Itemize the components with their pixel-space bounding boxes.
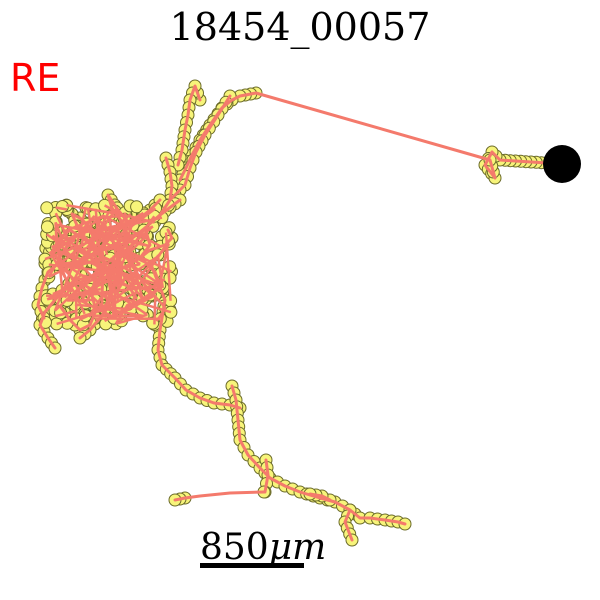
- trace-line: [96, 211, 145, 241]
- trace-line: [108, 288, 149, 316]
- trace-line: [95, 233, 149, 248]
- trace-line: [263, 458, 270, 494]
- scale-bar-label: 850μm: [200, 528, 326, 568]
- trace-line: [56, 260, 79, 266]
- trace-line: [153, 295, 157, 325]
- figure-title: 18454_00057: [169, 5, 431, 49]
- trace-line: [158, 156, 174, 217]
- trace-line: [44, 237, 98, 261]
- trace-line: [56, 257, 91, 282]
- trace-line: [343, 508, 354, 542]
- trace-line: [173, 490, 266, 502]
- trace-line: [94, 208, 99, 232]
- trace-line: [67, 298, 95, 302]
- trace-line: [230, 384, 407, 526]
- trace-line: [126, 215, 156, 254]
- trace-line: [48, 263, 103, 273]
- trace-line: [74, 224, 133, 242]
- trace-line: [90, 234, 107, 295]
- trace-line: [120, 296, 172, 314]
- soma-marker: [543, 145, 581, 183]
- trace-line: [55, 206, 68, 211]
- scale-bar: 850μm: [200, 526, 330, 576]
- trace-line: [103, 256, 127, 310]
- corner-label: RE: [10, 56, 61, 100]
- scale-bar-value: 850: [200, 527, 269, 568]
- trace-line: [54, 222, 58, 248]
- trace-node: [40, 201, 54, 215]
- trace-line: [77, 218, 126, 263]
- trace-line: [220, 91, 564, 180]
- trace-line: [88, 280, 139, 318]
- trace-line: [110, 294, 121, 299]
- trace-line: [116, 239, 152, 296]
- trace-line: [55, 215, 96, 260]
- trace-line: [89, 288, 119, 304]
- trace-line: [91, 284, 161, 296]
- trace-line: [47, 263, 58, 274]
- trace-line: [93, 215, 114, 235]
- trace-line: [158, 241, 170, 286]
- trace-line: [148, 260, 242, 410]
- trace-line: [156, 254, 165, 289]
- trace-line: [101, 214, 162, 248]
- trace-line: [58, 231, 101, 266]
- trace-line: [129, 250, 173, 273]
- trace-line: [54, 221, 66, 245]
- trace-line: [168, 94, 232, 202]
- trace-line: [124, 234, 148, 258]
- trace-line: [104, 265, 162, 287]
- trace-line: [114, 207, 157, 240]
- trace-line: [87, 293, 105, 318]
- trace-node: [40, 220, 54, 234]
- scale-bar-unit: μm: [268, 527, 327, 568]
- trace-line: [54, 212, 71, 243]
- trace-lines: [36, 84, 564, 542]
- trace-line: [46, 269, 104, 301]
- trace-node: [130, 200, 144, 214]
- trace-line: [103, 204, 127, 218]
- trace-line: [176, 84, 202, 167]
- scale-bar-line: [200, 563, 304, 568]
- trace-line: [308, 492, 332, 502]
- trace-line: [61, 274, 82, 292]
- trace-line: [89, 274, 120, 282]
- trace-line: [118, 293, 156, 316]
- trace-line: [55, 309, 77, 318]
